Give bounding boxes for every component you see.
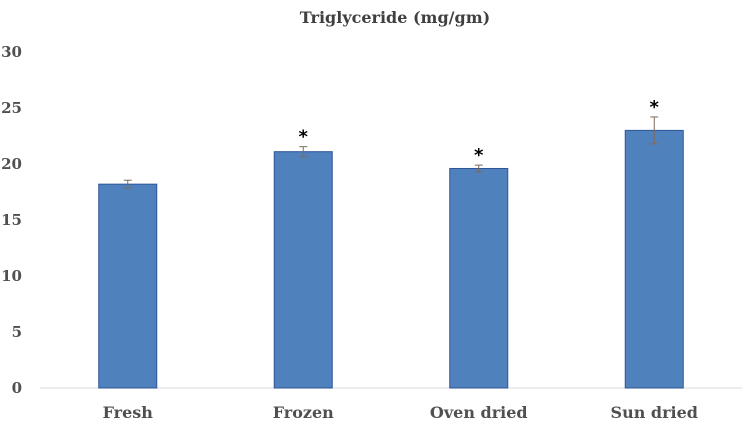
significance-markers: * * * bbox=[299, 97, 660, 166]
y-tick-label: 5 bbox=[12, 323, 22, 341]
bar-series bbox=[98, 129, 684, 389]
bar bbox=[449, 167, 509, 389]
y-axis-ticks: 0 5 10 15 20 25 30 bbox=[1, 43, 22, 397]
error-bar bbox=[299, 146, 308, 158]
x-axis-categories: Fresh Frozen Oven dried Sun dried bbox=[103, 403, 698, 422]
chart-title: Triglyceride (mg/gm) bbox=[300, 8, 490, 27]
bar bbox=[98, 183, 158, 389]
significance-asterisk: * bbox=[299, 127, 309, 148]
significance-asterisk: * bbox=[650, 97, 660, 118]
x-category-label: Oven dried bbox=[430, 403, 528, 422]
bar bbox=[624, 129, 684, 389]
significance-asterisk: * bbox=[474, 145, 484, 166]
error-bar bbox=[650, 116, 659, 145]
x-category-label: Frozen bbox=[273, 403, 334, 422]
y-tick-label: 25 bbox=[1, 99, 22, 117]
error-bar bbox=[123, 179, 132, 189]
y-tick-label: 15 bbox=[1, 211, 22, 229]
x-category-label: Fresh bbox=[103, 403, 154, 422]
y-tick-label: 0 bbox=[12, 379, 22, 397]
error-bar bbox=[474, 164, 483, 173]
y-tick-label: 20 bbox=[1, 155, 22, 173]
x-category-label: Sun dried bbox=[611, 403, 698, 422]
y-tick-label: 10 bbox=[1, 267, 22, 285]
bar bbox=[273, 151, 333, 389]
y-tick-label: 30 bbox=[1, 43, 22, 61]
error-bars bbox=[123, 116, 659, 189]
